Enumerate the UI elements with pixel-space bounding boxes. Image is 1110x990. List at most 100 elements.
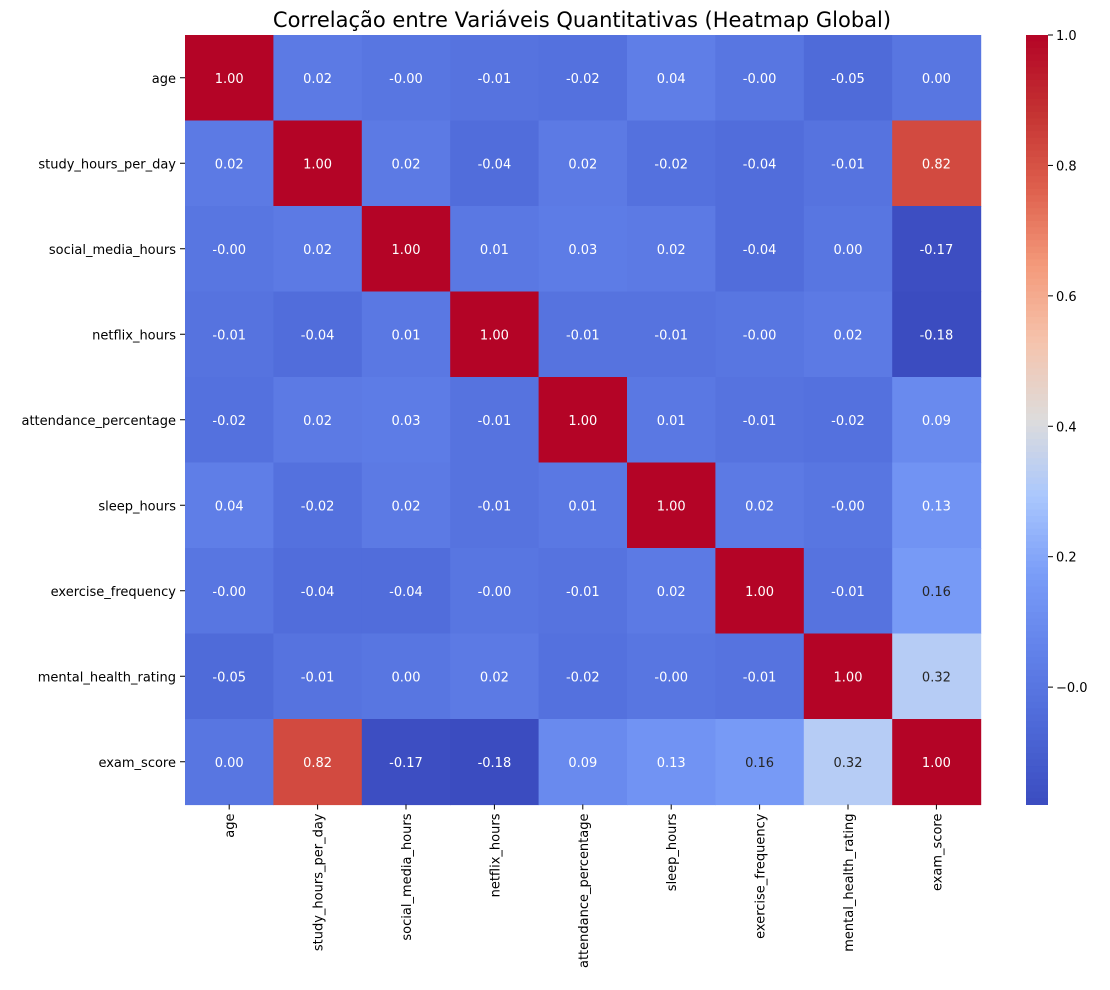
colorbar-tick-label: 0.4 [1056, 420, 1077, 435]
heatmap-cell-value: 0.02 [657, 585, 686, 600]
heatmap-cell-value: 0.09 [922, 414, 951, 429]
colorbar-segment [1026, 182, 1048, 190]
heatmap-cell-value: 0.03 [568, 243, 597, 258]
row-tick-label: study_hours_per_day [38, 157, 176, 172]
colorbar-segment [1026, 701, 1048, 709]
colorbar-segment [1026, 394, 1048, 402]
heatmap-cell [803, 633, 893, 720]
row-tick-label: netflix_hours [92, 328, 176, 343]
heatmap-cell-value: 1.00 [745, 585, 774, 600]
colorbar-segment [1026, 733, 1048, 741]
heatmap-cell-value: -0.01 [478, 499, 512, 514]
colorbar-segment [1026, 503, 1048, 511]
heatmap-cell-value: -0.02 [212, 414, 246, 429]
colorbar-segment [1026, 285, 1048, 292]
heatmap-cell-value: 0.32 [834, 756, 863, 771]
heatmap-cell [803, 719, 893, 806]
colorbar-segment [1026, 233, 1048, 241]
heatmap-cell [715, 120, 805, 207]
colorbar-segment [1026, 406, 1048, 414]
colorbar-segment [1026, 137, 1048, 145]
heatmap-cell [361, 120, 451, 207]
heatmap-cell-value: 0.03 [392, 414, 421, 429]
heatmap-cell-value: 0.02 [392, 157, 421, 172]
row-tick-label: social_media_hours [49, 243, 176, 258]
colorbar-segment [1026, 567, 1048, 575]
colorbar-segment [1026, 272, 1048, 280]
heatmap-cell-value: -0.17 [389, 756, 423, 771]
row-tick-label: attendance_percentage [21, 414, 176, 429]
heatmap-cell-value: 0.09 [568, 756, 597, 771]
heatmap-cell [803, 291, 893, 378]
colorbar-segment [1026, 451, 1048, 459]
colorbar-segment [1026, 86, 1048, 94]
colorbar-segment [1026, 259, 1048, 267]
colorbar-segment [1026, 714, 1048, 722]
colorbar-segment [1026, 35, 1048, 42]
row-tick-label: sleep_hours [98, 499, 176, 514]
heatmap-cell-labels: 1.00 0.02 -0.00 -0.01 -0.02 0.04 -0.00 -0.05 0.0… [212, 72, 953, 771]
column-tick-label: mental_health_rating [842, 814, 857, 952]
heatmap-cell-value: 0.02 [303, 414, 332, 429]
heatmap-cell-value: -0.02 [301, 499, 335, 514]
heatmap-cell-value: 0.01 [657, 414, 686, 429]
heatmap-cell [273, 291, 363, 378]
heatmap-cell [627, 719, 716, 806]
heatmap-cell-value: 0.02 [303, 72, 332, 87]
heatmap-cell [450, 206, 540, 293]
heatmap-cell [185, 377, 274, 464]
heatmap-cell-value: 0.82 [303, 756, 332, 771]
colorbar-segment [1026, 650, 1048, 658]
column-tick-label: exam_score [930, 814, 945, 892]
heatmap-cell [538, 719, 628, 806]
colorbar-segment [1026, 746, 1048, 754]
heatmap-cell [361, 633, 451, 720]
heatmap-cell-value: 0.32 [922, 670, 951, 685]
colorbar-segment [1026, 753, 1048, 761]
heatmap-cell-value: 0.04 [215, 499, 244, 514]
heatmap-cell [715, 35, 805, 122]
heatmap-cell-value: -0.00 [389, 72, 423, 87]
heatmap-cell-value: -0.05 [831, 72, 865, 87]
heatmap-cell-value: -0.00 [743, 328, 777, 343]
colorbar-segment [1026, 548, 1048, 555]
heatmap-cell-value: -0.01 [478, 414, 512, 429]
colorbar-segment [1026, 535, 1048, 543]
heatmap-cell [892, 462, 982, 549]
heatmap-cell-value: -0.04 [478, 157, 512, 172]
colorbar-segment [1026, 541, 1048, 549]
heatmap-cell [185, 633, 274, 720]
row-tick-label: exam_score [98, 756, 176, 771]
heatmap-cell [892, 206, 982, 293]
colorbar-segment [1026, 195, 1048, 203]
colorbar-segment [1026, 785, 1048, 793]
colorbar-segment [1026, 438, 1048, 446]
heatmap-cell-value: -0.18 [920, 328, 954, 343]
colorbar-segment [1026, 599, 1048, 607]
heatmap-cell-value: -0.17 [920, 243, 954, 258]
colorbar-segment [1026, 349, 1048, 357]
colorbar-segment [1026, 624, 1048, 632]
colorbar-segment [1026, 47, 1048, 55]
colorbar-segment [1026, 644, 1048, 652]
colorbar-segment [1026, 323, 1048, 331]
heatmap-cell [361, 35, 451, 122]
colorbar-segment [1026, 509, 1048, 517]
heatmap-cell-value: -0.01 [831, 157, 865, 172]
heatmap-cell-value: -0.01 [566, 328, 600, 343]
heatmap-cell-value: 1.00 [922, 756, 951, 771]
heatmap-cell [450, 719, 540, 806]
heatmap-cell [715, 548, 805, 635]
heatmap-cell-value: 1.00 [480, 328, 509, 343]
colorbar-segment [1026, 727, 1048, 735]
colorbar-segment [1026, 67, 1048, 74]
colorbar-segment [1026, 676, 1048, 684]
colorbar-segment [1026, 131, 1048, 139]
colorbar-segment [1026, 791, 1048, 799]
colorbar-segment [1026, 355, 1048, 363]
colorbar-segment [1026, 246, 1048, 254]
heatmap-cell [450, 120, 540, 207]
colorbar-segment [1026, 432, 1048, 440]
colorbar-segment [1026, 657, 1048, 664]
colorbar-segment [1026, 278, 1048, 286]
